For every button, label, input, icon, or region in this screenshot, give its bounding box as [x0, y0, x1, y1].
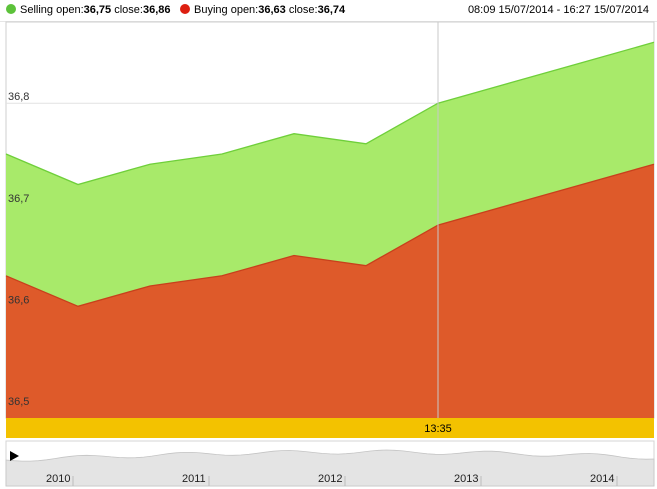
plot-area[interactable]: 36,5 36,6 36,7 36,8	[5, 21, 655, 419]
buying-dot-icon	[180, 4, 190, 14]
y-tick-label: 36,5	[8, 396, 29, 408]
buying-open-label: open:	[230, 4, 259, 16]
selling-line	[5, 41, 655, 186]
y-axis-ticks: 36,5 36,6 36,7 36,8	[8, 91, 29, 408]
navigator-year-label: 2013	[454, 473, 478, 485]
play-icon[interactable]	[10, 451, 19, 461]
buying-open-value: 36,63	[258, 4, 286, 16]
buying-label: Buying	[194, 4, 228, 16]
crosshair-time-label: 13:35	[424, 423, 452, 435]
legend-buying[interactable]: Buying open:36,63 close:36,74	[180, 4, 345, 16]
navigator-year-labels: 2010 2011 2012 2013 2014	[46, 473, 618, 486]
selling-label: Selling	[20, 4, 54, 16]
y-tick-label: 36,7	[8, 193, 29, 205]
crosshair-time-bar	[6, 418, 654, 438]
selling-open-label: open:	[56, 4, 84, 16]
buying-close-value: 36,74	[317, 4, 346, 16]
legend-selling[interactable]: Selling open:36,75 close:36,86	[6, 4, 171, 16]
buying-close-label: close:	[288, 4, 318, 16]
navigator-year-label: 2012	[318, 473, 342, 485]
selling-close-label: close:	[114, 4, 143, 16]
time-range: 08:09 15/07/2014 - 16:27 15/07/2014	[467, 4, 649, 16]
legend-bar: Selling open:36,75 close:36,86 Buying op…	[0, 0, 657, 22]
y-tick-label: 36,6	[8, 294, 29, 306]
navigator-year-label: 2010	[46, 473, 70, 485]
y-tick-label: 36,8	[8, 91, 29, 103]
navigator-year-label: 2014	[590, 473, 614, 485]
navigator-series	[5, 449, 655, 487]
navigator[interactable]: 2010 2011 2012 2013 2014	[5, 440, 655, 487]
selling-dot-icon	[6, 4, 16, 14]
selling-close-value: 36,86	[142, 4, 171, 16]
buying-line	[5, 163, 655, 307]
buying-area	[6, 164, 654, 418]
navigator-year-label: 2011	[182, 473, 206, 485]
selling-open-value: 36,75	[83, 4, 112, 16]
